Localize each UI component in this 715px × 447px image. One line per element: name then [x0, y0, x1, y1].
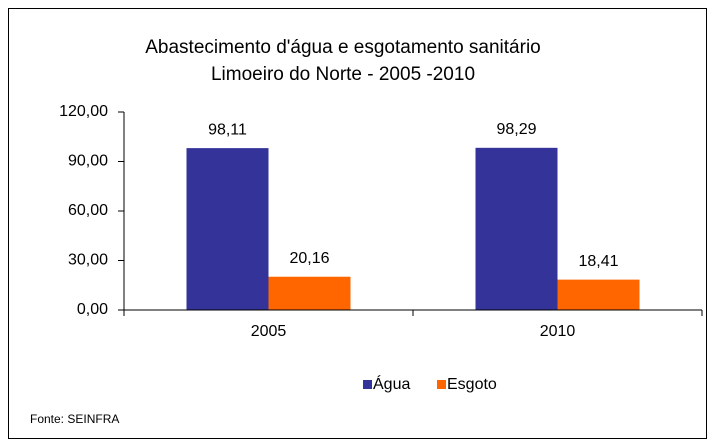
x-tick-label: 2005: [251, 323, 287, 340]
source-note: Fonte: SEINFRA: [30, 412, 119, 426]
data-label: 20,16: [289, 250, 329, 267]
y-tick-label: 0,00: [77, 301, 108, 318]
legend-label: Água: [373, 374, 410, 393]
data-label: 98,11: [208, 121, 247, 138]
x-tick-label: 2010: [540, 323, 576, 340]
y-tick-label: 30,00: [68, 252, 108, 269]
chart-title: Abastecimento d'água e esgotamento sanit…: [145, 37, 541, 58]
data-label: 98,29: [496, 121, 536, 138]
legend-swatch: [363, 380, 372, 389]
legend-swatch: [437, 380, 446, 389]
bar: [475, 147, 558, 310]
chart-subtitle: Limoeiro do Norte - 2005 -2010: [211, 64, 475, 85]
y-tick-label: 60,00: [68, 202, 108, 219]
data-label: 18,41: [578, 253, 618, 270]
y-tick-label: 120,00: [59, 103, 108, 120]
y-tick-label: 90,00: [68, 153, 108, 170]
legend-label: Esgoto: [447, 376, 497, 393]
bar: [557, 279, 640, 310]
bar: [268, 276, 351, 310]
chart-frame: [8, 8, 707, 439]
bar: [186, 148, 269, 310]
